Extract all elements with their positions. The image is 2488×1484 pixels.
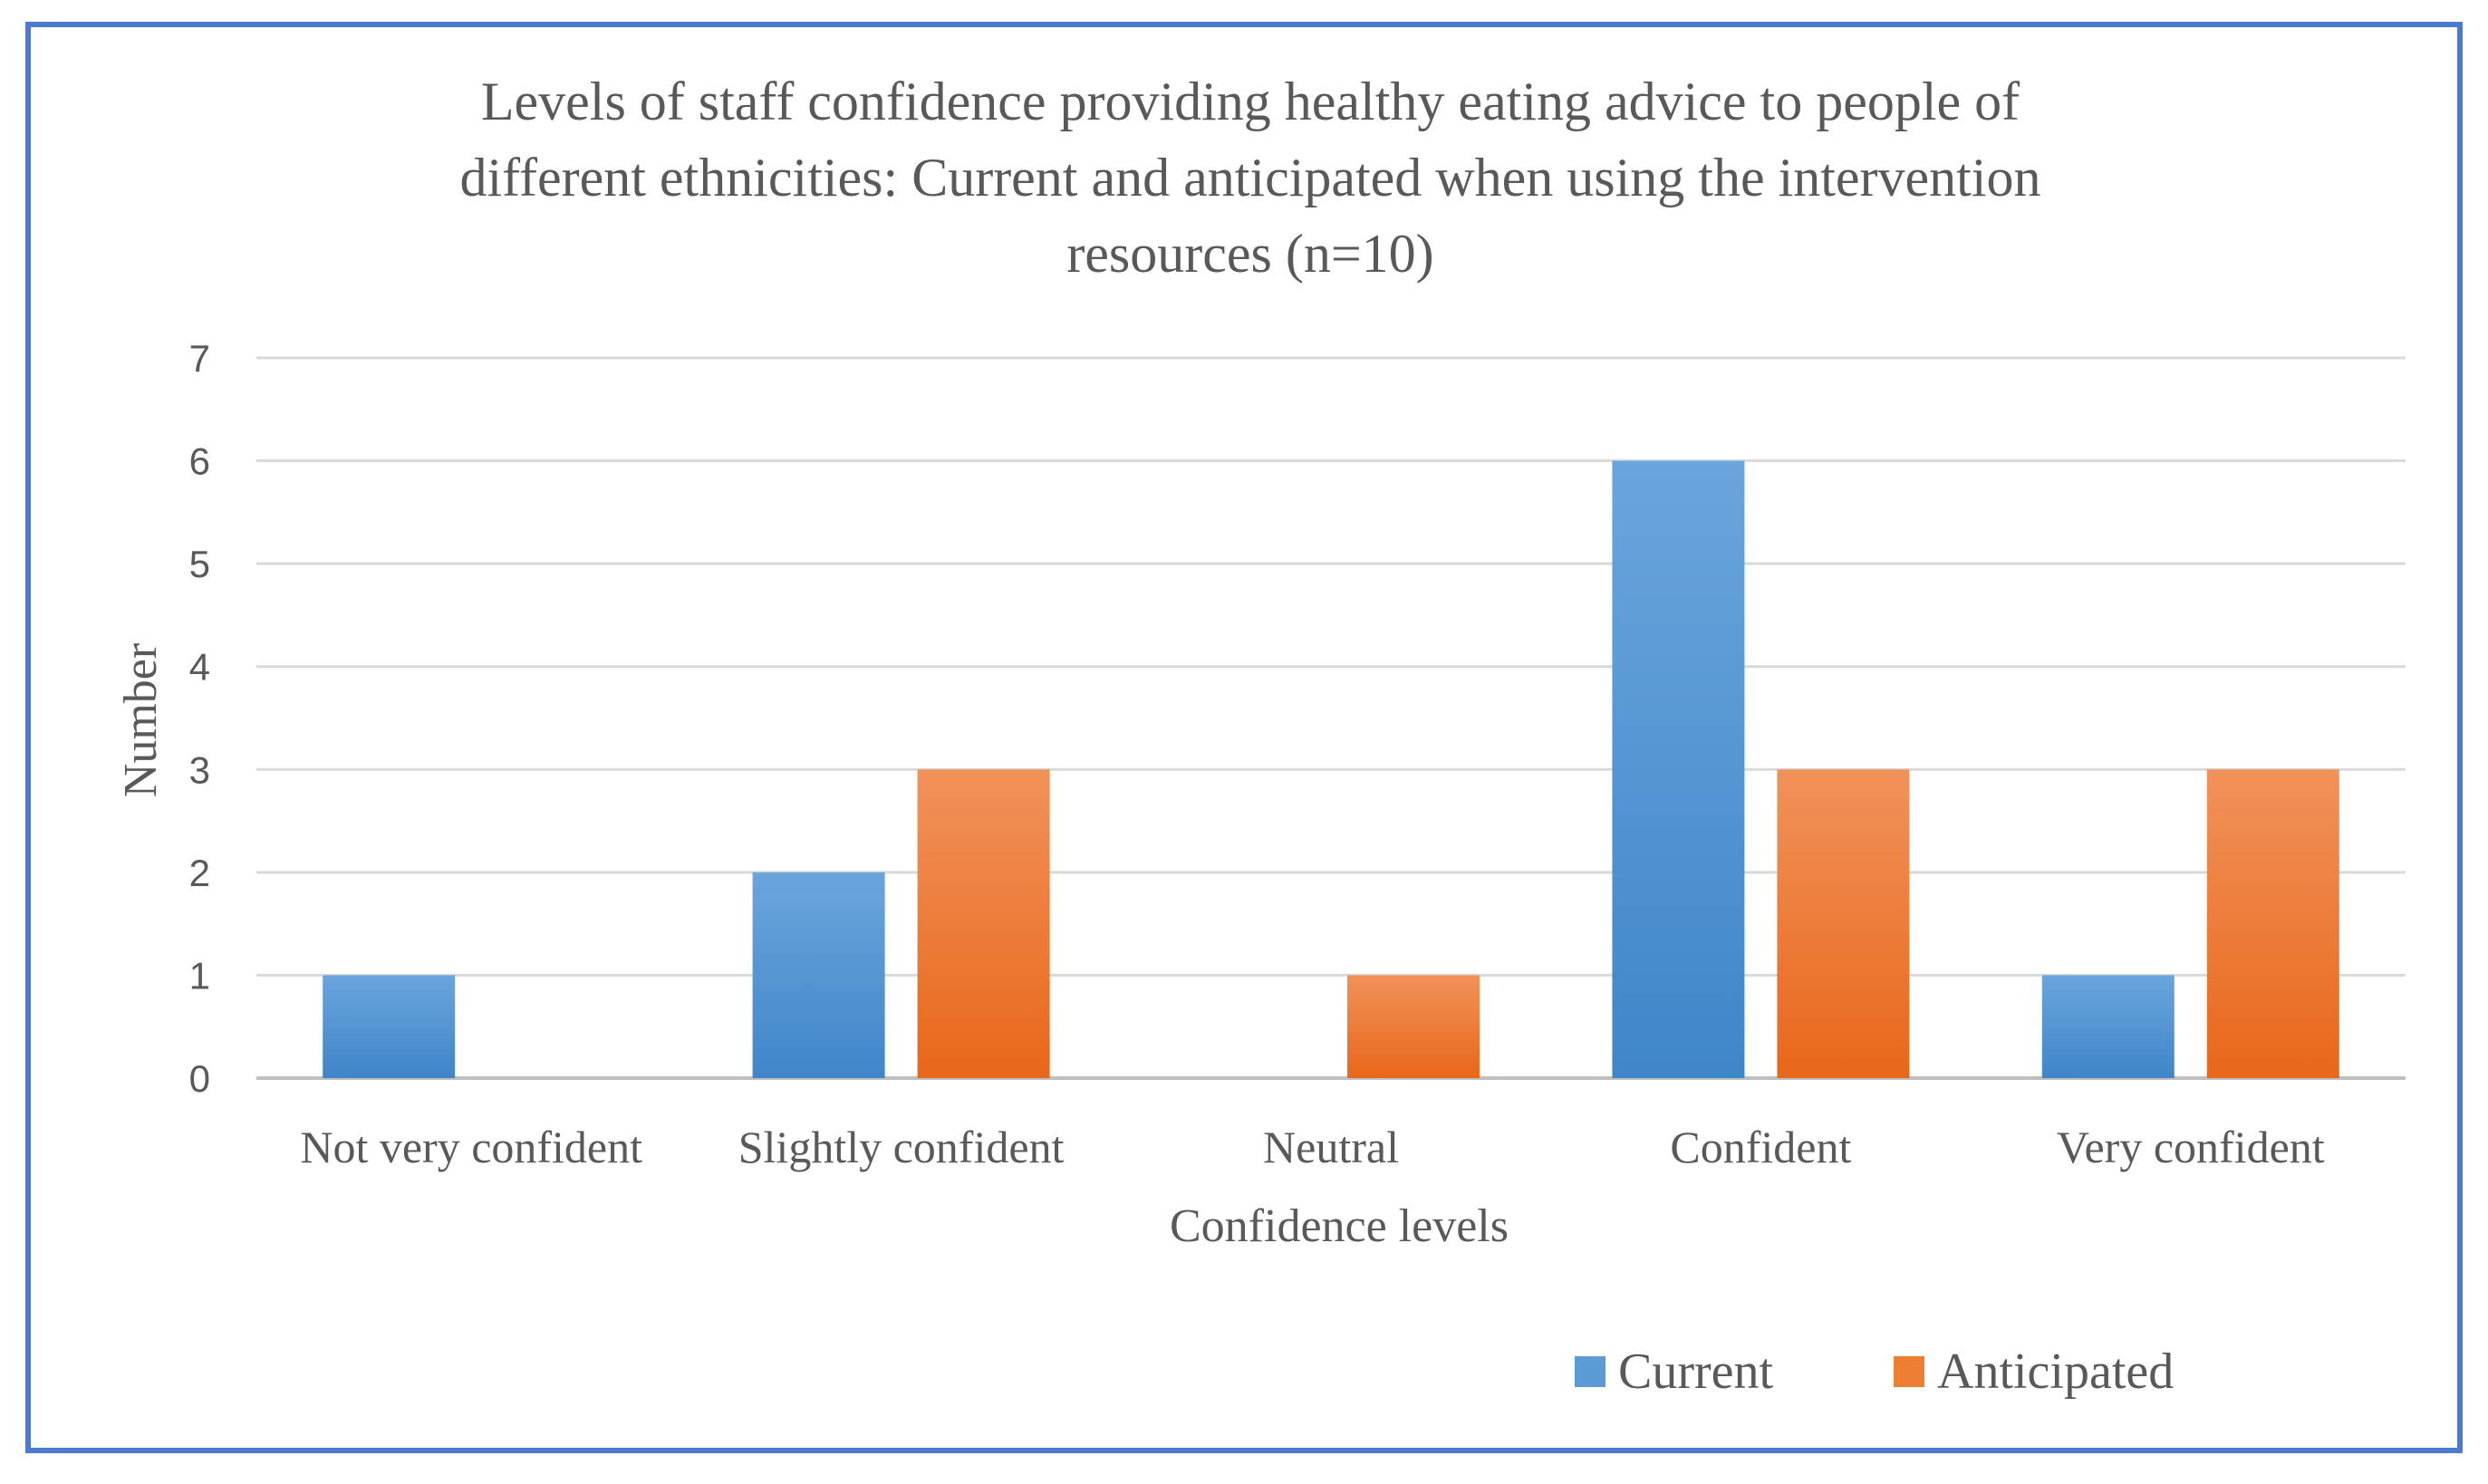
y-axis-ticks: 0 1 2 3 4 5 6 7 bbox=[189, 337, 210, 1100]
y-tick-label: 3 bbox=[189, 748, 210, 791]
bar-current-very-confident bbox=[2041, 975, 2175, 1078]
gridlines bbox=[256, 356, 2406, 1080]
y-tick-label: 5 bbox=[189, 543, 210, 585]
legend: Current Anticipated bbox=[1575, 1344, 2174, 1400]
y-tick-label: 7 bbox=[189, 337, 210, 380]
chart-frame bbox=[25, 22, 2463, 1453]
bar-current-slightly-confident bbox=[752, 872, 885, 1078]
bars bbox=[323, 460, 2339, 1079]
y-axis-title: Number bbox=[115, 643, 167, 797]
x-axis-title: Confidence levels bbox=[1170, 1200, 1509, 1252]
bar-anticipated-very-confident bbox=[2206, 769, 2339, 1078]
legend-label-anticipated: Anticipated bbox=[1937, 1344, 2174, 1400]
bar-current-confident bbox=[1612, 460, 1745, 1079]
bar-current-not-very-confident bbox=[323, 975, 456, 1078]
legend-swatch-anticipated bbox=[1894, 1356, 1924, 1387]
x-axis-categories: Not very confident Slightly confident Neut… bbox=[300, 1122, 2324, 1172]
x-category-label: Very confident bbox=[2057, 1122, 2325, 1172]
bar-anticipated-slightly-confident bbox=[917, 769, 1050, 1078]
legend-swatch-current bbox=[1575, 1356, 1606, 1387]
y-tick-label: 0 bbox=[189, 1057, 210, 1100]
y-tick-label: 1 bbox=[189, 954, 210, 997]
y-tick-label: 2 bbox=[189, 852, 210, 894]
bar-anticipated-neutral bbox=[1347, 975, 1480, 1078]
x-category-label: Not very confident bbox=[300, 1122, 642, 1172]
x-category-label: Neutral bbox=[1263, 1122, 1399, 1172]
y-tick-label: 4 bbox=[189, 646, 210, 689]
chart-title-line-1: Levels of staff confidence providing hea… bbox=[481, 72, 2020, 131]
y-tick-label: 6 bbox=[189, 440, 210, 483]
bar-anticipated-confident bbox=[1777, 769, 1910, 1078]
legend-label-current: Current bbox=[1618, 1344, 1774, 1400]
chart-title-line-3: resources (n=10) bbox=[1066, 224, 1433, 284]
chart-title-line-2: different ethnicities: Current and antic… bbox=[459, 148, 2040, 207]
x-category-label: Slightly confident bbox=[738, 1122, 1065, 1172]
x-category-label: Confident bbox=[1670, 1122, 1851, 1172]
